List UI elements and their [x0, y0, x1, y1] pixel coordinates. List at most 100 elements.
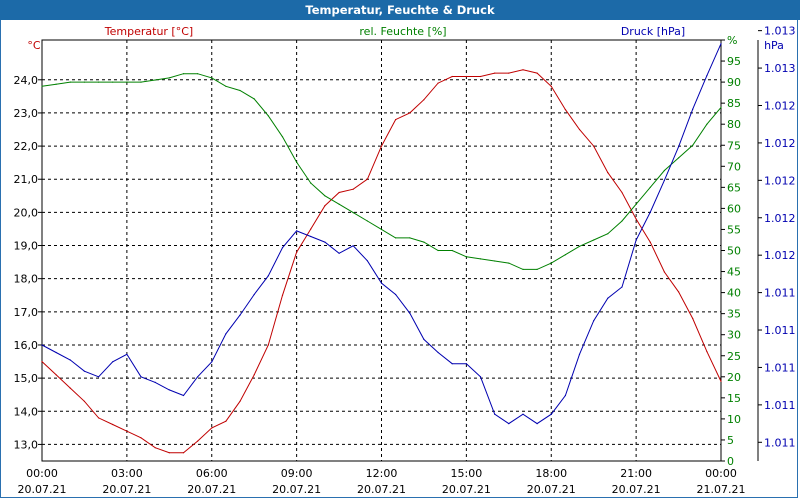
labels: 00:00 20.07.21 03:00 20.07.21 06:00 20.07.21 0…: [14, 25, 796, 496]
data-point-temperature: [197, 440, 199, 442]
data-point-pressure: [395, 293, 397, 296]
data-point-pressure: [253, 293, 255, 296]
data-point-humidity: [41, 85, 43, 87]
humidity-tick-label: 15: [727, 392, 741, 405]
data-point-temperature: [154, 447, 156, 449]
data-point-humidity: [508, 262, 510, 264]
data-point-temperature: [366, 178, 368, 180]
data-point-pressure: [423, 338, 425, 340]
data-point-temperature: [296, 251, 298, 253]
pressure-tick-label: 1.011: [764, 361, 796, 374]
data-point-temperature: [239, 400, 241, 402]
data-point-pressure: [366, 260, 368, 262]
humidity-tick-label: 10: [727, 413, 741, 426]
pressure-tick-label: 1.011: [764, 287, 796, 300]
humidity-tick-label: 55: [727, 223, 741, 236]
data-point-humidity: [621, 220, 623, 222]
data-point-humidity: [663, 169, 666, 172]
data-point-pressure: [706, 75, 708, 77]
data-point-humidity: [267, 115, 269, 117]
data-point-humidity: [112, 81, 114, 83]
data-point-pressure: [197, 376, 199, 378]
data-point-temperature: [395, 119, 397, 121]
data-point-pressure: [621, 286, 623, 288]
data-point-humidity: [479, 258, 482, 260]
humidity-tick-label: 65: [727, 181, 741, 194]
data-point-temperature: [649, 241, 651, 243]
data-point-pressure: [593, 320, 595, 322]
data-point-humidity: [706, 123, 708, 125]
data-point-temperature: [182, 452, 185, 454]
data-point-humidity: [451, 249, 453, 252]
grid: [42, 40, 721, 461]
humidity-tick-label: 60: [727, 202, 741, 215]
data-point-pressure: [310, 235, 312, 238]
humidity-tick-label: 40: [727, 287, 741, 300]
data-point-humidity: [324, 195, 326, 197]
pressure-tick-label: 1.011: [764, 436, 796, 449]
data-point-temperature: [409, 112, 411, 114]
data-point-pressure: [98, 376, 100, 378]
data-point-humidity: [593, 239, 595, 241]
data-point-pressure: [83, 370, 85, 372]
data-point-pressure: [380, 282, 383, 284]
data-point-temperature: [437, 82, 439, 84]
data-point-humidity: [338, 203, 340, 205]
data-point-humidity: [409, 237, 411, 239]
pressure-tick-label: 1.012: [764, 249, 796, 262]
pressure-tick-label: 1.012: [764, 212, 796, 225]
data-point-temperature: [380, 145, 383, 147]
humidity-tick-label: 30: [727, 329, 741, 342]
pressure-tick-label: 1.013: [764, 62, 796, 75]
humidity-tick-label: 80: [727, 118, 741, 131]
pressure-unit: hPa: [764, 39, 784, 52]
pressure-tick-label: 1.013: [764, 25, 796, 38]
data-point-humidity: [197, 73, 199, 75]
data-point-pressure: [409, 312, 411, 314]
data-point-humidity: [395, 237, 397, 239]
data-point-pressure: [564, 394, 567, 397]
data-point-pressure: [607, 297, 609, 299]
humidity-tick-label: 25: [727, 350, 741, 363]
data-point-pressure: [112, 361, 114, 363]
data-point-humidity: [536, 268, 538, 270]
data-point-humidity: [720, 106, 722, 108]
data-point-pressure: [578, 353, 581, 355]
data-point-pressure: [451, 363, 453, 365]
data-point-humidity: [578, 245, 581, 247]
temperature-tick-label: 17,0: [14, 306, 39, 319]
data-point-temperature: [479, 75, 482, 78]
data-point-temperature: [267, 344, 269, 346]
x-tick-time: 00:00: [705, 467, 737, 480]
data-point-pressure: [211, 361, 213, 363]
data-point-humidity: [55, 83, 57, 85]
data-point-humidity: [522, 268, 524, 270]
data-point-humidity: [465, 256, 467, 258]
data-point-pressure: [437, 351, 439, 354]
legend-humidity: rel. Feuchte [%]: [359, 25, 446, 38]
data-point-pressure: [324, 241, 326, 243]
pressure-tick-label: 1.012: [764, 137, 796, 150]
axes: [38, 30, 762, 462]
x-tick-date: 20.07.21: [612, 483, 661, 496]
temperature-tick-label: 20,0: [14, 206, 39, 219]
data-point-pressure: [720, 43, 722, 45]
data-point-temperature: [678, 291, 680, 293]
data-point-pressure: [338, 252, 340, 254]
data-point-humidity: [692, 144, 694, 146]
data-point-humidity: [211, 77, 213, 79]
data-point-humidity: [310, 182, 312, 184]
data-point-temperature: [550, 85, 552, 87]
x-tick-date: 20.07.21: [442, 483, 491, 496]
data-point-humidity: [352, 212, 354, 214]
x-tick-time: 09:00: [281, 467, 313, 480]
humidity-tick-label: 50: [727, 245, 741, 258]
data-point-humidity: [678, 157, 680, 159]
data-point-pressure: [508, 423, 510, 425]
data-point-temperature: [310, 228, 312, 230]
x-tick-date: 20.07.21: [18, 483, 67, 496]
data-point-pressure: [494, 413, 496, 415]
data-point-pressure: [692, 108, 694, 110]
data-point-humidity: [126, 81, 128, 83]
data-point-temperature: [98, 417, 100, 419]
